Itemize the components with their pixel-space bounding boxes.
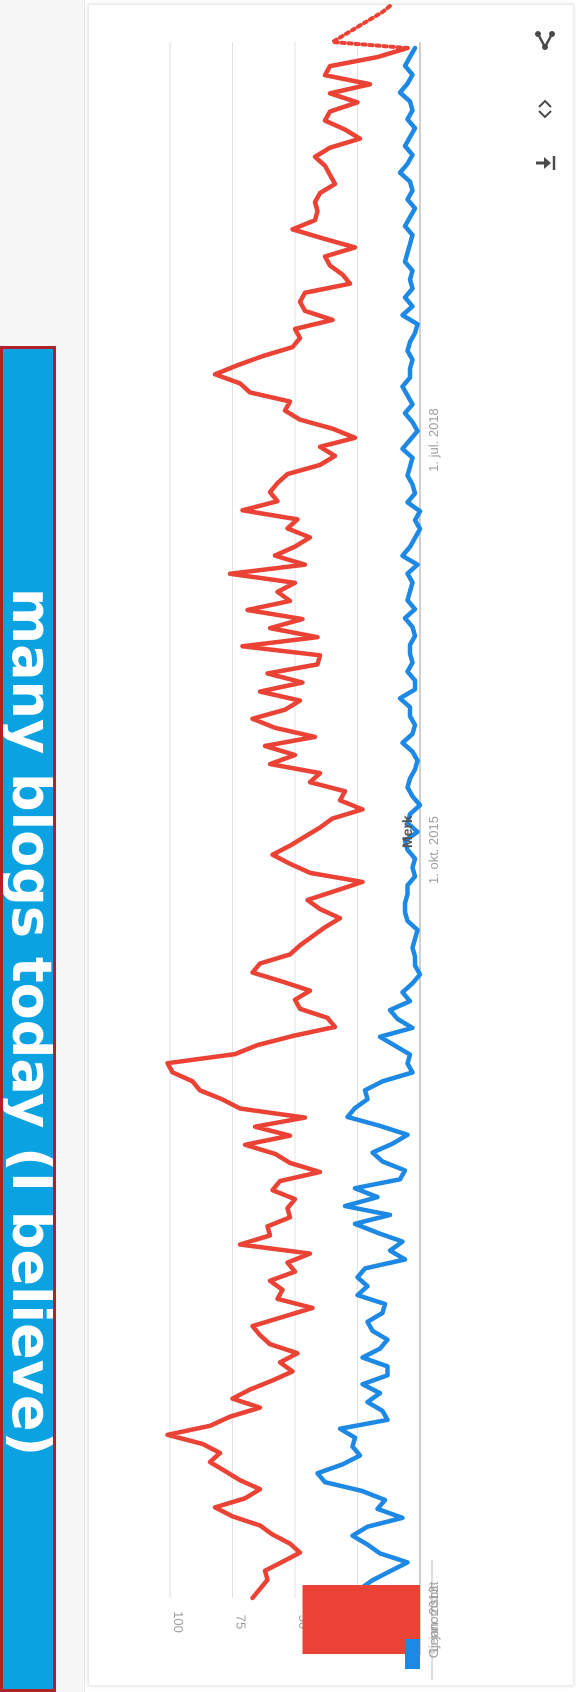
share-icon[interactable]	[530, 26, 560, 56]
x-tick-label: 1. okt. 2015	[426, 816, 441, 884]
series-forecast-red	[326, 4, 410, 50]
banner: many blogs today (I believe)	[0, 346, 56, 1692]
series-line-red	[165, 45, 410, 1601]
y-tick-label: 100	[171, 1611, 186, 1633]
y-tick-label: 75	[234, 1615, 249, 1629]
average-bar-red	[302, 1585, 420, 1654]
annotation-label: Merk	[399, 815, 415, 848]
series-line-blue	[315, 45, 423, 1601]
x-tick-label: 1. jan. 2013	[426, 1586, 441, 1654]
average-bar-blue	[405, 1639, 420, 1669]
export-icon[interactable]	[530, 148, 560, 178]
trends-chart-card	[88, 4, 574, 1686]
embed-code-icon[interactable]	[530, 94, 560, 124]
x-tick-label: 1. jul. 2018	[426, 408, 441, 472]
average-label: Gjennomsnitt	[426, 1581, 441, 1658]
banner-text: many blogs today (I believe)	[0, 587, 56, 1457]
